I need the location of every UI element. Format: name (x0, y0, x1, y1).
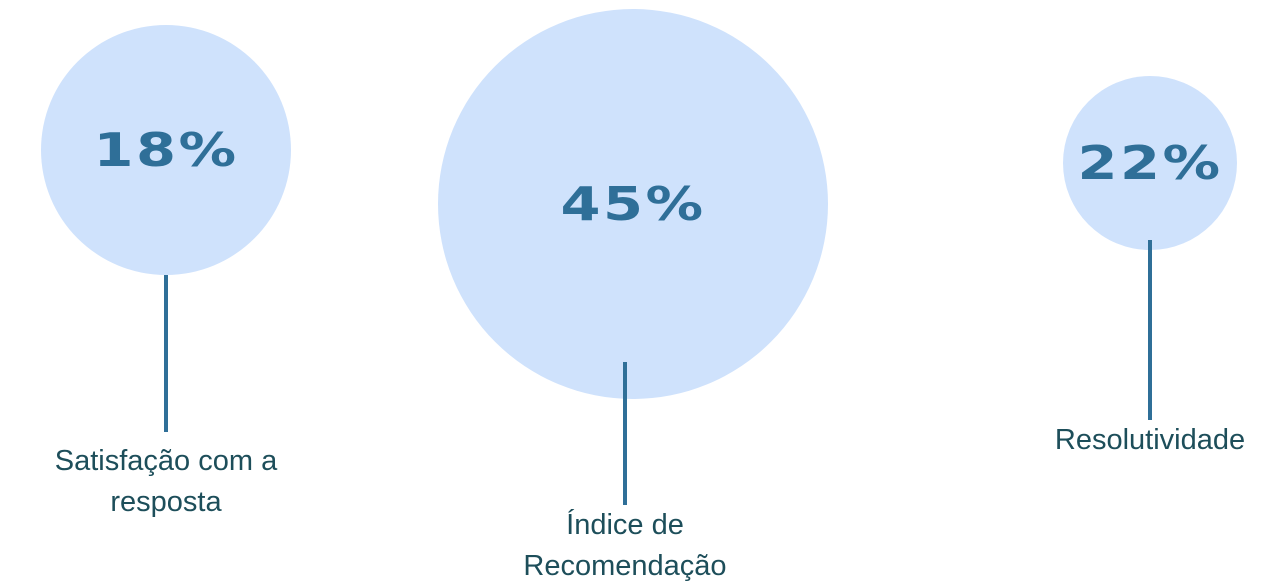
bubble: 22% (1063, 76, 1237, 250)
connector-line (623, 362, 627, 505)
metric-label: Índice de Recomendação (523, 509, 727, 582)
bubble: 45% (438, 9, 828, 399)
metric-label: Resolutividade (1054, 424, 1246, 456)
percentage: 45% (560, 177, 706, 231)
connector-line (164, 275, 168, 432)
percentage: 18% (93, 123, 239, 177)
bubble: 18% (41, 25, 291, 275)
metric-label: Satisfação com a resposta (54, 445, 278, 518)
percentage: 22% (1077, 136, 1223, 190)
connector-line (1148, 240, 1152, 420)
